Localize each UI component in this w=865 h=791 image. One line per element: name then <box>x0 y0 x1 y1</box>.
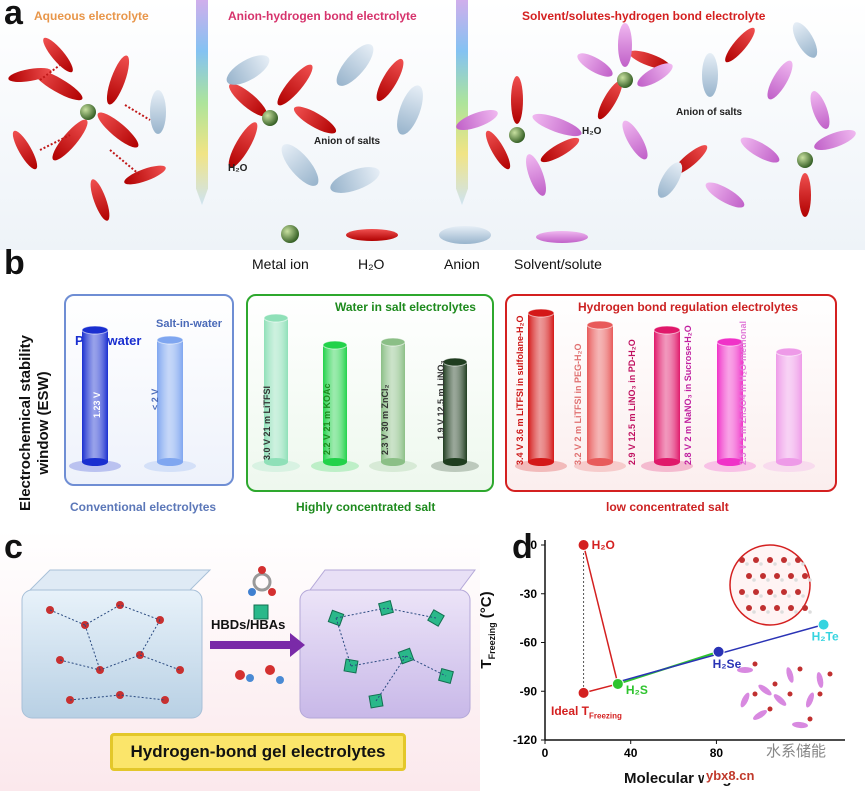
hbr-title: Hydrogen bond regulation electrolytes <box>578 300 799 314</box>
divider-1 <box>196 0 208 205</box>
conventional-caption: Conventional electrolytes <box>70 500 217 514</box>
watermark: 水系储能 <box>766 743 827 760</box>
cylinder-salt-in-water <box>144 335 196 472</box>
anion-cluster <box>226 44 423 193</box>
hbd-molecule <box>235 566 284 684</box>
x-tick-label: 0 <box>542 746 549 760</box>
panel-b-label: b <box>4 244 25 282</box>
legend-solvent-icon <box>536 231 588 243</box>
cylinder-lino3-12m <box>431 357 479 472</box>
site-watermark: ybx8.cn <box>704 768 757 783</box>
h2o-h2s-line <box>582 544 619 685</box>
label-hte: H₂Te <box>812 630 839 644</box>
h2o-label-c: H₂O <box>582 126 602 137</box>
point-hs <box>611 677 624 690</box>
ideal-freezing-label: Ideal TFreezing <box>551 704 622 720</box>
legend-metal-ion: Metal ion <box>252 256 309 272</box>
hbd-hba-label: HBDs/HBAs <box>211 617 286 632</box>
legend-anion: Anion <box>444 256 480 272</box>
label-hse: H₂Se <box>713 657 742 671</box>
wis-caption: Highly concentrated salt <box>296 500 436 514</box>
wis-title: Water in salt electrolytes <box>335 300 476 314</box>
cylinder-pd <box>641 325 693 472</box>
cylinder-koac-21m <box>311 340 359 472</box>
legend-symbols <box>281 225 588 244</box>
x-tick-label: 80 <box>710 746 724 760</box>
h2o-label-b: H₂O <box>228 163 248 174</box>
point-ho <box>577 539 590 551</box>
ideal-main: Ideal T <box>551 704 590 718</box>
point-hse <box>712 645 725 658</box>
cylinder-methanol <box>763 347 815 472</box>
legend-solvent: Solvent/solute <box>514 256 602 272</box>
y-tick-label: -30 <box>520 587 538 601</box>
solvent-cluster <box>456 22 856 217</box>
y-tick-label: -90 <box>520 684 538 698</box>
legend-h2o-icon <box>346 229 398 241</box>
cylinder-litfsi-21m <box>252 313 300 472</box>
salt-in-water-title: Salt-in-water <box>156 318 223 330</box>
cylinder-sulfolane <box>515 308 567 472</box>
cylinder-pure-water <box>69 325 121 472</box>
panel-c-label: c <box>4 528 23 566</box>
gel-box <box>299 569 476 719</box>
panel-a-label: a <box>4 0 23 32</box>
y-tick-label: 0 <box>530 538 537 552</box>
y-tick-label: -60 <box>520 636 538 650</box>
ice-lattice-inset <box>729 544 812 626</box>
panel-d-label: d <box>512 528 533 566</box>
aqueous-title: Aqueous electrolyte <box>34 9 149 23</box>
liquid-inset <box>737 661 833 729</box>
divider-2 <box>456 0 468 205</box>
anion-label-b: Anion of salts <box>314 136 381 147</box>
legend-metal-ion-icon <box>281 225 299 243</box>
solvent-hbond-title: Solvent/solutes-hydrogen bond electrolyt… <box>522 9 766 23</box>
molecule-art <box>8 22 856 244</box>
y-tick-label: -120 <box>513 733 537 747</box>
cylinder-zncl2-30m <box>369 337 417 472</box>
liquid-box <box>21 569 212 719</box>
point-idealtfreezing <box>577 686 590 699</box>
label-hs: H₂S <box>626 683 648 697</box>
label-ho: H₂O <box>592 538 615 552</box>
cylinder-peg <box>574 320 626 472</box>
cylinder-sucrose <box>704 337 756 472</box>
x-tick-label: 40 <box>624 746 638 760</box>
legend-anion-icon <box>439 226 491 244</box>
gel-illustration <box>21 566 476 719</box>
gel-electrolyte-banner: Hydrogen-bond gel electrolytes <box>110 733 406 771</box>
legend-h2o: H₂O <box>358 256 385 272</box>
point-hte <box>817 618 830 631</box>
esw-cylinders <box>69 308 815 472</box>
ideal-sub: Freezing <box>589 711 622 721</box>
anion-hbond-title: Anion-hydrogen bond electrolyte <box>228 9 417 23</box>
panel-a <box>0 0 865 250</box>
anion-label-c: Anion of salts <box>676 107 743 118</box>
hbr-caption: low concentrated salt <box>606 500 729 514</box>
aqueous-cluster <box>8 37 166 221</box>
